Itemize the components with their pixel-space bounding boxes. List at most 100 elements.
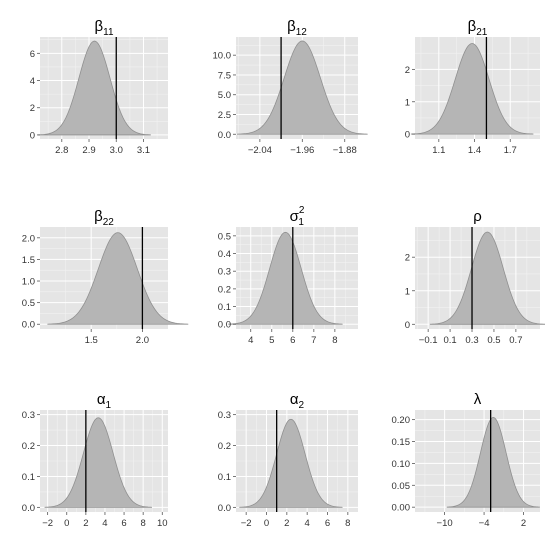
y-tick-label: 1 — [405, 286, 410, 297]
y-tick-label: 0.4 — [218, 249, 231, 260]
x-tick-label: 1.4 — [468, 145, 481, 156]
y-tick-label: 0.3 — [218, 410, 231, 421]
density-area — [429, 231, 546, 325]
panel-5: 4 5 6 7 8 0.0 0.1 0.2 0.3 0.4 0.5 σ2 1 — [218, 205, 358, 346]
x-tick-label: 4 — [248, 335, 253, 346]
y-tick-label: 0.3 — [22, 410, 35, 421]
y-tick-label: 2 — [405, 253, 410, 264]
panel-title: β11 — [94, 18, 113, 38]
x-tick-label: 6 — [121, 518, 126, 529]
panel-title: β21 — [468, 18, 488, 38]
x-tick-label: 1.7 — [504, 145, 517, 156]
y-tick-label: 1.5 — [22, 255, 35, 266]
x-tick-label: −0.1 — [419, 335, 438, 346]
y-tick-label: 2.5 — [218, 110, 231, 121]
x-tick-label: −2 — [241, 518, 252, 529]
y-tick-label: 0.2 — [22, 441, 35, 452]
panel-8: −2 0 2 4 6 8 0.0 0.1 0.2 0.3 α2 — [218, 391, 358, 529]
x-tick-label: 8 — [345, 518, 350, 529]
y-tick-label: 2 — [405, 65, 410, 76]
x-tick-label: 4 — [102, 518, 107, 529]
y-tick-label: 0.0 — [22, 503, 35, 514]
x-tick-label: −4 — [479, 518, 490, 529]
y-tick-label: 0.20 — [392, 415, 411, 426]
x-tick-label: 8 — [141, 518, 146, 529]
x-tick-label: 1.5 — [85, 335, 98, 346]
x-tick-label: 2 — [284, 518, 289, 529]
panel-6: −0.1 0.1 0.3 0.5 0.7 0 1 2 ρ — [405, 208, 546, 346]
y-tick-label: 1 — [405, 97, 410, 108]
x-tick-label: −2 — [42, 518, 53, 529]
panel-title: β22 — [94, 208, 114, 228]
x-tick-label: 0.7 — [509, 335, 522, 346]
panel-1: 2.8 2.9 3.0 3.1 0 2 4 6 β11 — [30, 18, 168, 156]
y-tick-label: 0.0 — [22, 320, 35, 331]
density-area — [44, 417, 152, 508]
x-tick-label: 0.5 — [487, 335, 500, 346]
x-tick-label: 2.9 — [82, 145, 95, 156]
panel-7: −2 0 2 4 6 8 10 0.0 0.1 0.2 0.3 α1 — [22, 391, 168, 529]
panel-9: −10 −4 2 0.00 0.05 0.10 0.15 0.20 λ — [392, 391, 540, 529]
panel-title: ρ — [473, 208, 482, 225]
x-tick-label: −2.04 — [248, 145, 272, 156]
density-area — [38, 40, 151, 136]
y-tick-label: 0.10 — [392, 459, 411, 470]
density-area — [236, 40, 368, 135]
y-tick-label: 0.2 — [218, 441, 231, 452]
y-tick-label: 0.1 — [22, 472, 35, 483]
y-tick-label: 0.0 — [218, 130, 231, 141]
x-tick-label: 3.1 — [137, 145, 150, 156]
x-tick-label: 10 — [157, 518, 168, 529]
density-area — [228, 231, 343, 325]
y-tick-label: 0.5 — [22, 298, 35, 309]
y-tick-label: 2.0 — [22, 233, 35, 244]
y-tick-label: 0.3 — [218, 267, 231, 278]
x-tick-label: −1.88 — [333, 145, 357, 156]
y-tick-label: 0 — [405, 130, 410, 141]
x-tick-label: 7 — [311, 335, 316, 346]
x-tick-label: −1.96 — [290, 145, 314, 156]
y-tick-label: 0.5 — [218, 231, 231, 242]
x-tick-label: 2 — [521, 518, 526, 529]
x-tick-label: 0.1 — [443, 335, 456, 346]
y-tick-label: 0.1 — [218, 472, 231, 483]
x-tick-label: 8 — [332, 335, 337, 346]
y-tick-label: 6 — [30, 49, 35, 60]
x-tick-label: 6 — [290, 335, 295, 346]
x-tick-label: 5 — [269, 335, 274, 346]
y-tick-label: 5.0 — [218, 90, 231, 101]
y-tick-label: 0.2 — [218, 284, 231, 295]
panel-4: 1.5 2.0 0.0 0.5 1.0 1.5 2.0 β22 — [22, 208, 189, 346]
y-tick-label: 0.1 — [218, 302, 231, 313]
x-tick-label: −10 — [437, 518, 453, 529]
panel-title: λ — [474, 391, 482, 408]
x-tick-label: 0 — [64, 518, 69, 529]
x-tick-label: 4 — [305, 518, 310, 529]
y-tick-label: 1.0 — [22, 277, 35, 288]
x-tick-label: 0.3 — [465, 335, 478, 346]
y-tick-label: 0.0 — [218, 503, 231, 514]
panel-2: −2.04 −1.96 −1.88 0.0 2.5 5.0 7.5 10.0 β12 — [213, 18, 368, 156]
y-tick-label: 0 — [30, 130, 35, 141]
x-tick-label: 2.8 — [55, 145, 68, 156]
y-tick-label: 0.05 — [392, 481, 411, 492]
x-tick-label: 0 — [264, 518, 269, 529]
panel-title: α1 — [97, 391, 112, 411]
density-area — [410, 43, 534, 135]
x-tick-label: 1.1 — [432, 145, 445, 156]
y-tick-label: 4 — [30, 76, 35, 87]
density-area — [446, 417, 540, 508]
panel-title: α2 — [290, 391, 305, 411]
density-area — [47, 232, 189, 325]
density-area — [239, 418, 343, 508]
y-tick-label: 0.0 — [218, 320, 231, 331]
x-tick-label: 2 — [83, 518, 88, 529]
x-tick-label: 3.0 — [110, 145, 123, 156]
y-tick-label: 0.15 — [392, 437, 411, 448]
panel-3: 1.1 1.4 1.7 0 1 2 β21 — [405, 18, 540, 156]
y-tick-label: 7.5 — [218, 70, 231, 81]
y-tick-label: 2 — [30, 103, 35, 114]
panel-title: β12 — [287, 18, 307, 38]
y-tick-label: 0.00 — [392, 503, 411, 514]
x-tick-label: 6 — [325, 518, 330, 529]
